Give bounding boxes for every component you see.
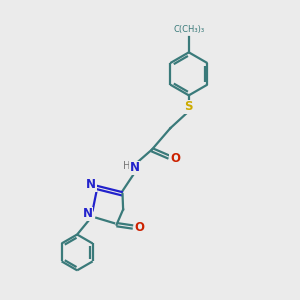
Text: N: N <box>130 161 140 174</box>
Text: O: O <box>134 220 145 233</box>
Text: N: N <box>86 178 96 191</box>
Text: C(CH₃)₃: C(CH₃)₃ <box>173 26 204 34</box>
Text: N: N <box>82 207 93 220</box>
Text: H: H <box>123 161 130 171</box>
Text: O: O <box>170 152 180 165</box>
Text: S: S <box>184 100 193 113</box>
